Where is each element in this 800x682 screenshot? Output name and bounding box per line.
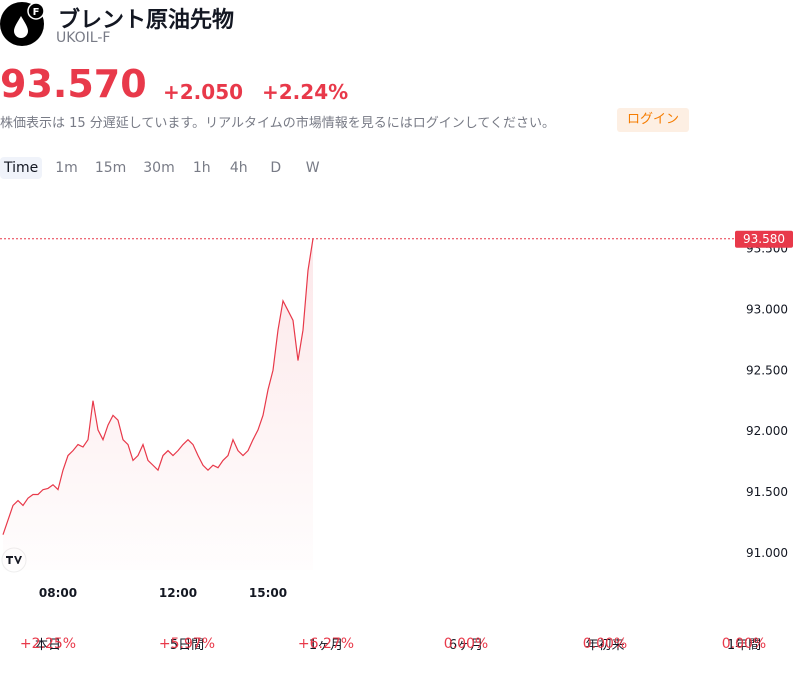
period-label: 6ヶ月 bbox=[448, 638, 484, 653]
login-button[interactable]: ログイン bbox=[617, 108, 689, 132]
period-label: 5日間 bbox=[169, 638, 205, 653]
period-label: 年初来 bbox=[585, 638, 625, 653]
timeframe[interactable]: D bbox=[270, 160, 282, 176]
period-change: +5.97% bbox=[158, 636, 216, 652]
timeframe[interactable]: 30m bbox=[143, 160, 175, 176]
change-pct: +2.24% bbox=[262, 80, 349, 104]
price: 93.570 bbox=[0, 62, 147, 106]
icon: F bbox=[0, 2, 45, 46]
icon-badge: F bbox=[33, 7, 40, 18]
change: +2.050 bbox=[163, 80, 244, 104]
symbol: UKOIL-F bbox=[56, 30, 111, 46]
y-tick-label: 92.500 bbox=[746, 363, 788, 377]
period-change: +6.27% bbox=[297, 636, 355, 652]
periods: 本日 +2.25% 5日間 +5.97% 1ヶ月 +6.27% 6ヶ月 0.00% 年初来 0.0… bbox=[0, 634, 800, 682]
timeframes: Time 1m 15m 30m 1h 4h D W bbox=[0, 157, 336, 179]
timeframe[interactable]: Time bbox=[0, 157, 43, 179]
area bbox=[3, 238, 313, 570]
period-label: 1ヶ月 bbox=[308, 638, 344, 653]
notice: 株価表示は 15 分遅延しています。リアルタイムの市場情報を見るにはログインして… bbox=[0, 116, 555, 131]
x-tick-label: 12:00 bbox=[159, 586, 197, 600]
y-tick-label: 93.000 bbox=[746, 302, 788, 316]
last-price-label: 93.580 bbox=[743, 232, 785, 246]
title: ブレント原油先物 bbox=[58, 8, 235, 33]
period-label: 本日 bbox=[34, 638, 61, 653]
timeframe[interactable]: 1m bbox=[55, 160, 78, 176]
timeframe[interactable]: 4h bbox=[229, 160, 248, 176]
period-change: 0.00% bbox=[721, 636, 767, 652]
last-price-badge bbox=[735, 230, 793, 248]
x-tick-label: 15:00 bbox=[249, 586, 287, 600]
x-tick-label: 08:00 bbox=[39, 586, 77, 600]
price-line bbox=[2, 238, 314, 535]
chart: 91.00091.50092.00092.50093.00093.50008:0… bbox=[0, 230, 793, 600]
y-tick-label: 91.000 bbox=[746, 546, 788, 560]
period-change: +2.25% bbox=[19, 636, 77, 652]
y-tick-label: 92.000 bbox=[746, 424, 788, 438]
period-label: 1年間 bbox=[726, 638, 762, 653]
period-change: 0.00% bbox=[443, 636, 489, 652]
timeframe[interactable]: 15m bbox=[94, 160, 127, 176]
period-change: 0.00% bbox=[582, 636, 628, 652]
timeframe[interactable]: 1h bbox=[192, 160, 211, 176]
y-tick-label: 91.500 bbox=[746, 485, 788, 499]
timeframe[interactable]: W bbox=[305, 160, 320, 176]
